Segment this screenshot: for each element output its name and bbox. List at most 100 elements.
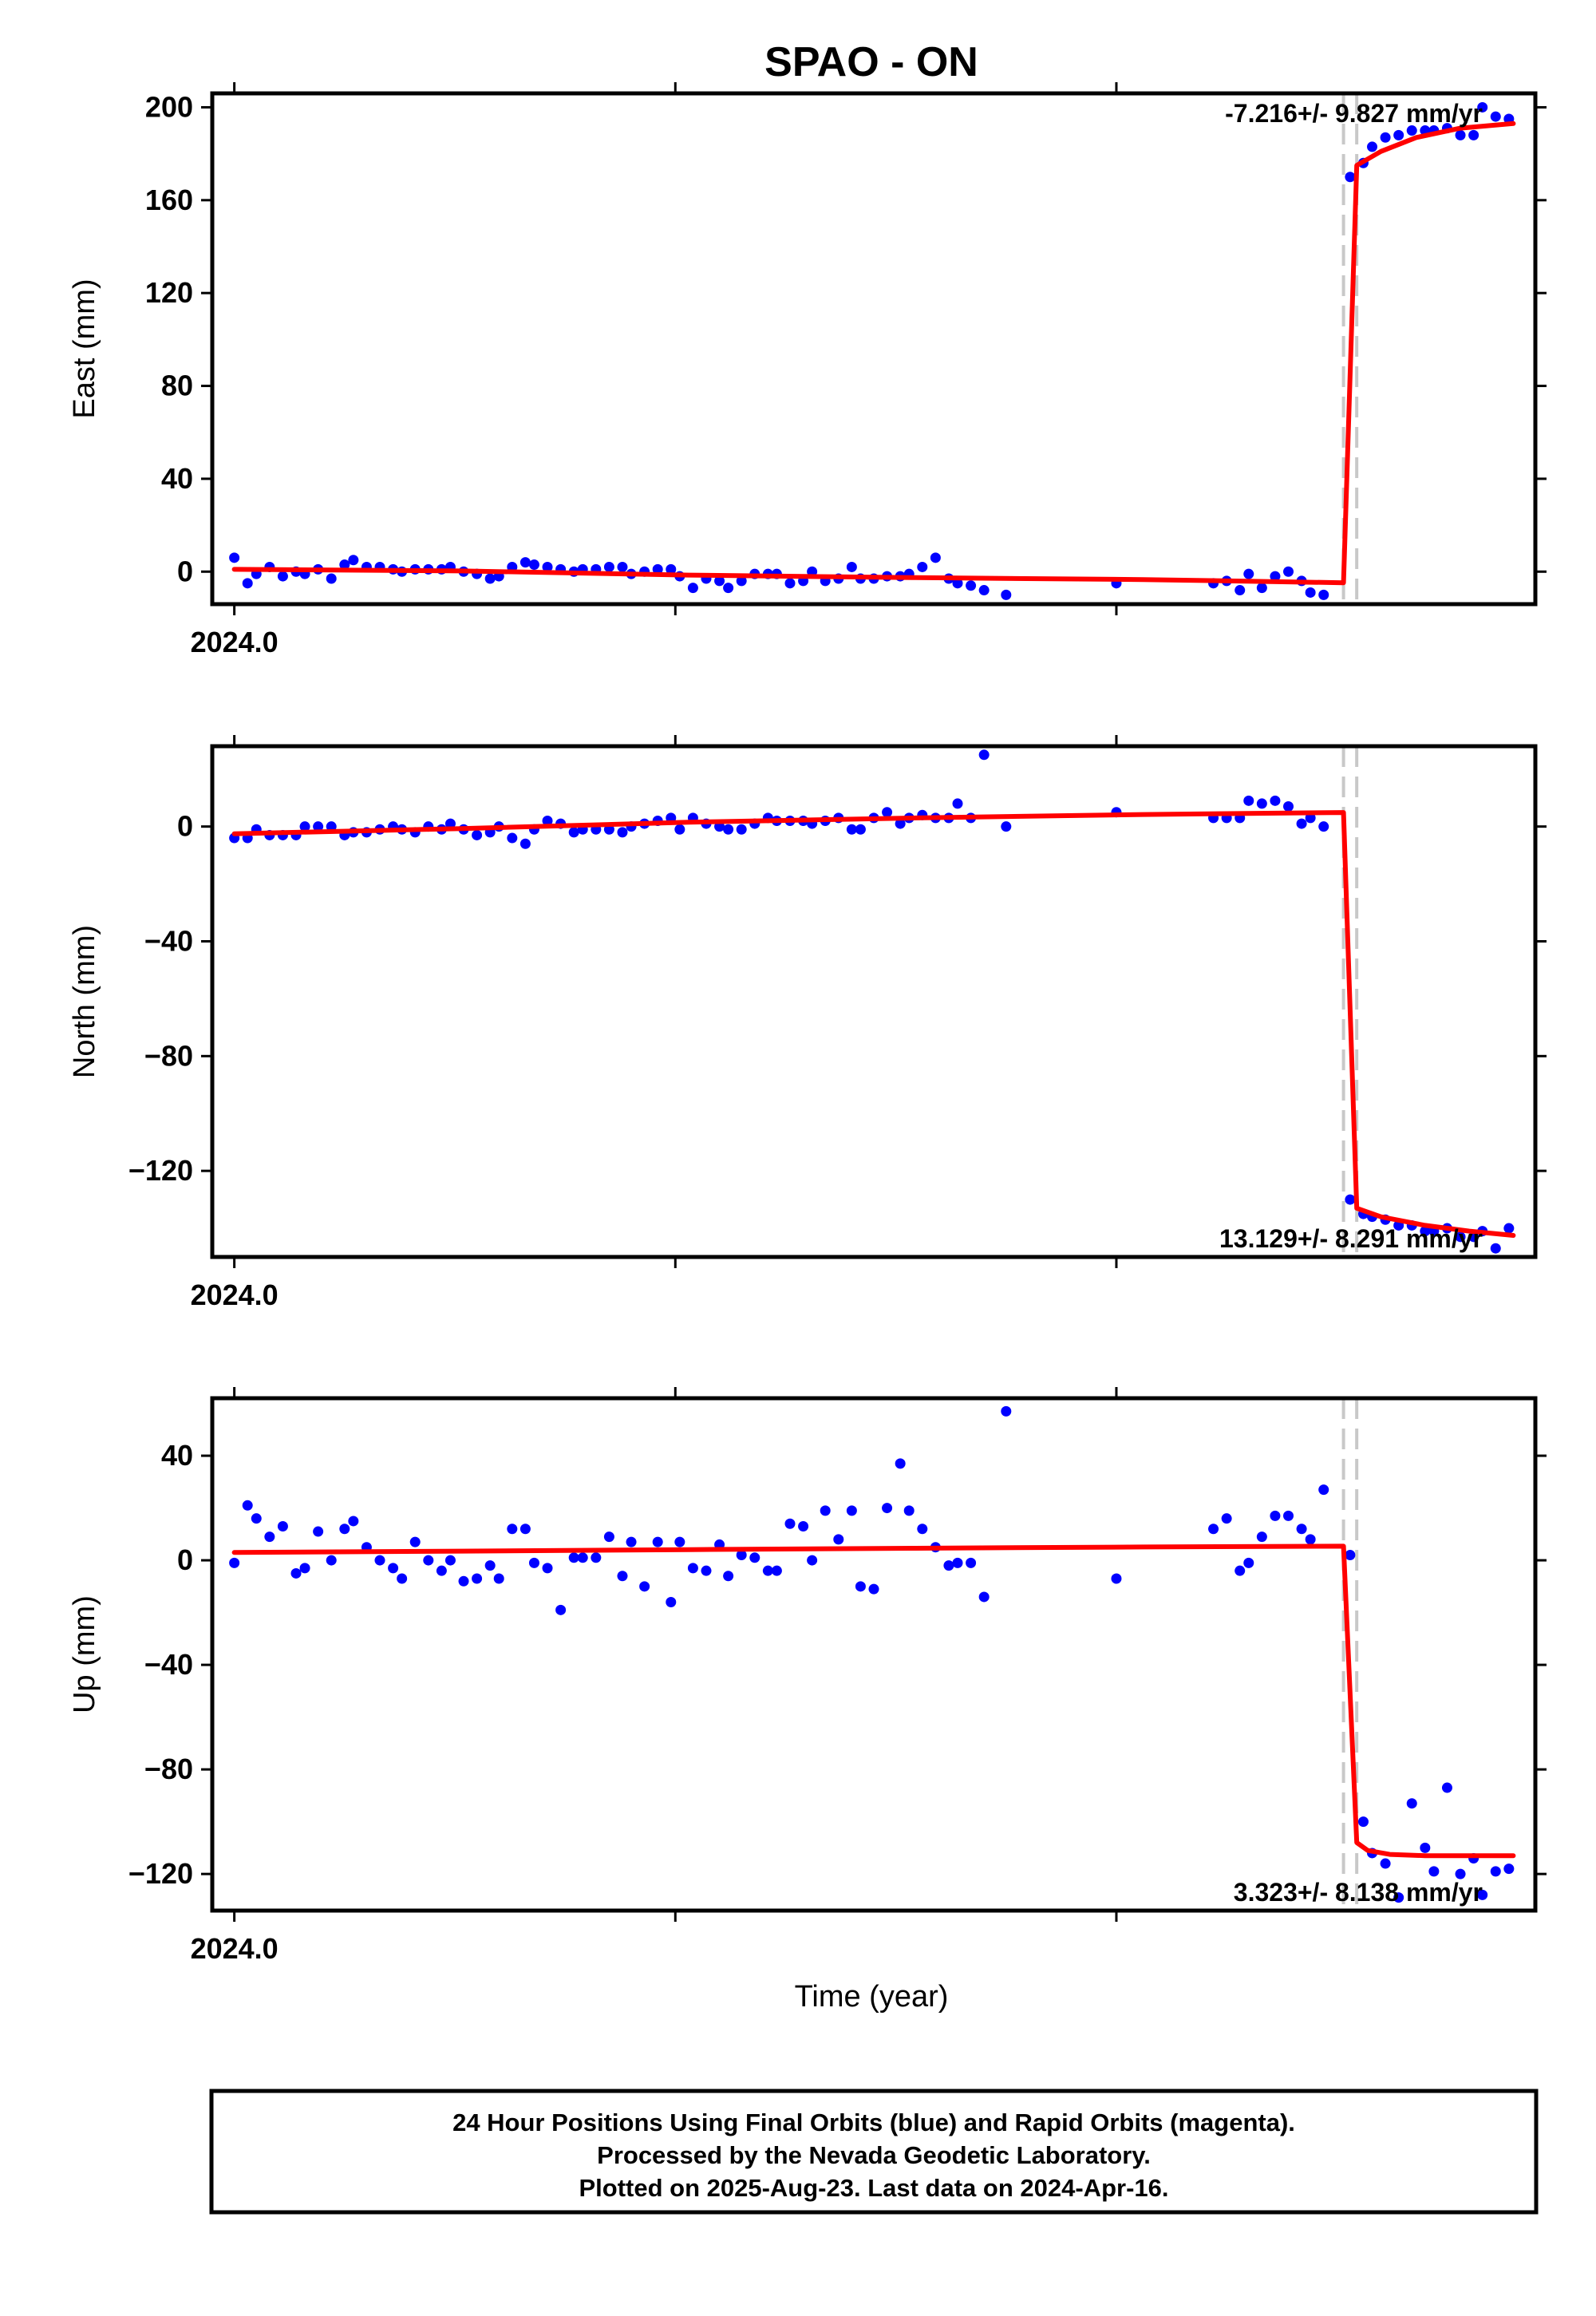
data-point bbox=[736, 824, 747, 835]
data-point bbox=[1393, 129, 1404, 140]
y-axis-label: Up (mm) bbox=[68, 1595, 101, 1713]
data-point bbox=[674, 1536, 685, 1547]
data-point bbox=[807, 1555, 818, 1566]
data-point bbox=[299, 1563, 310, 1574]
data-point bbox=[339, 1524, 350, 1535]
y-tick-label: −120 bbox=[128, 1154, 193, 1187]
rate-label: 3.323+/- 8.138 mm/yr bbox=[1234, 1878, 1483, 1907]
data-point bbox=[1503, 1223, 1515, 1234]
data-point bbox=[749, 1552, 760, 1563]
data-point bbox=[1490, 111, 1501, 122]
data-point bbox=[1305, 587, 1316, 598]
data-point bbox=[1455, 1868, 1466, 1879]
data-point bbox=[577, 1552, 588, 1563]
figure-title: SPAO - ON bbox=[764, 39, 978, 85]
data-point bbox=[652, 1536, 663, 1547]
data-point bbox=[1441, 1782, 1452, 1793]
data-point bbox=[1296, 1524, 1307, 1535]
y-tick-label: −40 bbox=[144, 1648, 193, 1681]
y-tick-label: 40 bbox=[161, 462, 193, 495]
x-tick-label: 2024.0 bbox=[191, 1932, 279, 1965]
data-point bbox=[444, 818, 456, 829]
data-point bbox=[943, 1560, 954, 1571]
data-point bbox=[528, 1557, 539, 1568]
data-point bbox=[1256, 583, 1267, 594]
data-point bbox=[882, 1503, 893, 1514]
data-point bbox=[1345, 1194, 1356, 1205]
data-point bbox=[952, 1557, 963, 1568]
data-point bbox=[882, 807, 893, 818]
data-point bbox=[846, 1505, 857, 1516]
data-point bbox=[1305, 1534, 1316, 1545]
data-point bbox=[1477, 101, 1488, 113]
data-point bbox=[966, 580, 977, 591]
data-point bbox=[484, 573, 496, 584]
data-point bbox=[1235, 585, 1246, 596]
y-tick-label: 120 bbox=[145, 276, 193, 309]
data-point bbox=[771, 1565, 782, 1576]
data-point bbox=[1296, 818, 1307, 829]
data-point bbox=[1490, 1866, 1501, 1877]
data-point bbox=[1318, 1484, 1329, 1496]
data-point bbox=[1001, 821, 1012, 832]
data-point bbox=[736, 575, 747, 587]
footer-box: 24 Hour Positions Using Final Orbits (bl… bbox=[209, 2089, 1539, 2215]
data-point bbox=[229, 1557, 240, 1568]
east-panel: 0 40 80 120 160 200 2024.0 East (mm) -7.216+/- 9… bbox=[68, 82, 1547, 658]
data-point bbox=[674, 824, 685, 835]
y-tick-label: −120 bbox=[128, 1857, 193, 1890]
data-point bbox=[723, 583, 734, 594]
data-point bbox=[472, 829, 483, 840]
data-point bbox=[397, 1573, 408, 1584]
data-point bbox=[568, 1552, 579, 1563]
data-point bbox=[617, 1571, 628, 1582]
data-point bbox=[687, 1563, 698, 1574]
data-point bbox=[978, 585, 990, 596]
data-point bbox=[1468, 129, 1479, 140]
data-point bbox=[903, 1505, 915, 1516]
y-tick-label: 80 bbox=[161, 370, 193, 402]
data-point bbox=[348, 555, 359, 566]
data-point bbox=[1235, 1565, 1246, 1576]
data-point bbox=[1318, 589, 1329, 600]
fit-line bbox=[231, 1543, 1516, 1859]
fit-line bbox=[231, 810, 1516, 1238]
data-point bbox=[603, 561, 614, 572]
footer-line-2: Processed by the Nevada Geodetic Laborat… bbox=[597, 2141, 1151, 2169]
data-point bbox=[507, 832, 518, 844]
data-point bbox=[507, 1524, 518, 1535]
data-point bbox=[762, 1565, 773, 1576]
data-point bbox=[784, 1518, 796, 1529]
fit-line bbox=[231, 121, 1516, 586]
data-point bbox=[326, 573, 337, 584]
y-tick-label: 40 bbox=[161, 1439, 193, 1472]
data-point bbox=[348, 1516, 359, 1527]
data-point bbox=[264, 1531, 275, 1543]
data-point bbox=[714, 575, 725, 587]
data-point bbox=[1208, 1524, 1219, 1535]
plot-frame bbox=[210, 91, 1538, 607]
data-point bbox=[917, 561, 928, 572]
data-point bbox=[313, 1526, 324, 1537]
data-point bbox=[855, 824, 866, 835]
y-tick-label: 0 bbox=[177, 555, 193, 587]
data-point bbox=[978, 1591, 990, 1603]
data-point bbox=[409, 1536, 421, 1547]
data-point bbox=[687, 583, 698, 594]
data-point bbox=[1455, 129, 1466, 140]
data-point bbox=[1455, 1231, 1466, 1243]
data-point bbox=[895, 818, 906, 829]
y-axis-label: East (mm) bbox=[68, 279, 101, 418]
data-point bbox=[1243, 1557, 1254, 1568]
data-point bbox=[290, 1567, 302, 1579]
data-point bbox=[1256, 798, 1267, 809]
data-point bbox=[701, 1565, 712, 1576]
rate-label: 13.129+/- 8.291 mm/yr bbox=[1219, 1224, 1483, 1253]
data-point bbox=[723, 824, 734, 835]
data-point bbox=[1001, 589, 1012, 600]
data-point bbox=[1380, 1858, 1391, 1869]
data-point bbox=[277, 1521, 288, 1531]
data-point bbox=[952, 578, 963, 589]
data-point bbox=[229, 552, 240, 563]
